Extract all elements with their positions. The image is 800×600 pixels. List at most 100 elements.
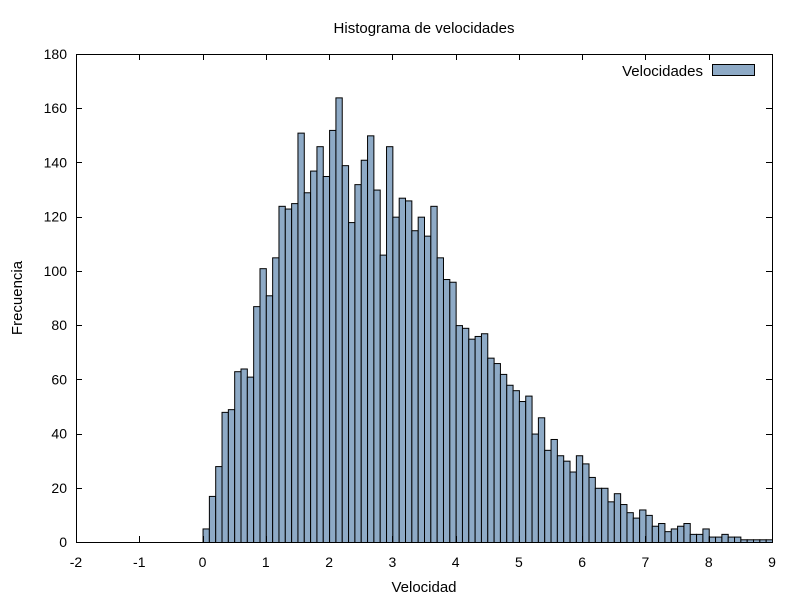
histogram-bar (240, 368, 248, 543)
histogram-bar (569, 471, 577, 543)
y-tick-label: 120 (44, 209, 68, 225)
legend: Velocidades (622, 63, 755, 80)
y-tick-label: 160 (44, 100, 68, 116)
histogram-bar (525, 395, 533, 543)
histogram-bar (556, 455, 565, 543)
histogram-bar (424, 235, 432, 543)
histogram-bar (626, 512, 634, 544)
histogram-bar (550, 438, 558, 544)
histogram-bar (246, 376, 255, 543)
histogram-bar (367, 135, 375, 543)
histogram-bar (708, 536, 717, 543)
y-tick-label: 180 (44, 46, 68, 62)
y-tick-label: 20 (51, 480, 67, 496)
x-tick-label: 2 (325, 554, 333, 570)
y-tick-label: 40 (51, 426, 67, 442)
histogram-bar (601, 487, 609, 543)
histogram-bar (696, 533, 704, 543)
histogram-bar (677, 525, 685, 544)
histogram-bar (360, 159, 369, 543)
legend-swatch (712, 64, 755, 76)
histogram-bar (417, 216, 426, 544)
ticks-group: -2 -1 0 1 2 3 4 5 6 7 8 9 0 20 40 60 80 100 120 140 160 180 (44, 46, 776, 570)
histogram-bar (531, 433, 539, 543)
histogram-bar (341, 165, 350, 543)
histogram-bar (727, 536, 736, 543)
x-tick-label: 1 (262, 554, 270, 570)
histogram-bar (322, 176, 331, 543)
histogram-bar (689, 533, 698, 543)
histogram-bar (284, 208, 293, 544)
histogram-bar (670, 528, 679, 544)
y-tick-label: 80 (51, 317, 67, 333)
bars-group (202, 97, 774, 544)
x-tick-label: -2 (70, 554, 83, 570)
histogram-bar (588, 476, 596, 543)
histogram-bar (316, 146, 324, 544)
histogram-bar (265, 295, 274, 543)
histogram-bar (227, 409, 236, 543)
histogram-bar (512, 390, 520, 543)
histogram-bar (449, 281, 457, 543)
x-tick-label: 3 (388, 554, 396, 570)
histogram-bar (493, 363, 501, 544)
histogram-bar (461, 327, 470, 544)
histogram-bar (594, 487, 603, 543)
histogram-bar (386, 146, 394, 544)
histogram-bar (613, 493, 622, 544)
histogram-bar (373, 189, 381, 544)
histogram-bar (632, 517, 641, 543)
histogram-bar (234, 371, 242, 544)
histogram-bar (651, 525, 660, 544)
histogram-bar (379, 254, 388, 543)
histogram-bar (398, 197, 407, 543)
histogram-bar (455, 325, 463, 543)
histogram-bar (702, 528, 710, 544)
histogram-bar (715, 536, 723, 543)
x-tick-label: -1 (133, 554, 146, 570)
histogram-bar (291, 203, 299, 543)
histogram-bar (620, 504, 628, 543)
x-tick-label: 9 (768, 554, 776, 570)
histogram-bar (499, 373, 508, 543)
histogram-bar (405, 200, 413, 543)
histogram-bar (354, 184, 362, 543)
histogram-bar (442, 279, 451, 543)
histogram-bar (658, 523, 666, 543)
histogram-bar (430, 205, 438, 543)
histogram-bar (278, 205, 286, 543)
plot-frame (76, 54, 773, 543)
histogram-bar (607, 501, 615, 544)
histogram-bar (215, 466, 223, 544)
x-tick-label: 7 (642, 554, 650, 570)
histogram-bar (253, 306, 261, 543)
histogram-bar (563, 460, 571, 543)
histogram-bar (272, 257, 280, 543)
x-axis-label: Velocidad (391, 579, 456, 596)
histogram-bar (297, 132, 305, 543)
x-tick-label: 5 (515, 554, 523, 570)
histogram-bar (411, 230, 419, 543)
x-tick-label: 8 (705, 554, 713, 570)
x-tick-label: 6 (578, 554, 586, 570)
histogram-bar (221, 411, 229, 543)
histogram-bar (683, 523, 691, 543)
histogram-bar (348, 222, 356, 543)
x-tick-label: 4 (452, 554, 460, 570)
histogram-bar (575, 455, 584, 543)
y-tick-label: 60 (51, 371, 67, 387)
y-tick-label: 0 (59, 534, 67, 550)
histogram-bar (480, 333, 489, 543)
histogram-bar (582, 463, 590, 543)
chart-title: Histograma de velocidades (334, 20, 515, 37)
histogram-bar (329, 129, 337, 544)
histogram-bar (518, 401, 527, 543)
legend-label: Velocidades (622, 63, 703, 80)
histogram-bar (734, 536, 742, 543)
y-axis-label: Frecuencia (9, 260, 26, 335)
histogram-bar (208, 495, 217, 543)
histogram-bar (506, 384, 514, 543)
histogram-bar (537, 417, 546, 543)
histogram-bar (544, 449, 552, 544)
histogram-bar (721, 533, 729, 543)
